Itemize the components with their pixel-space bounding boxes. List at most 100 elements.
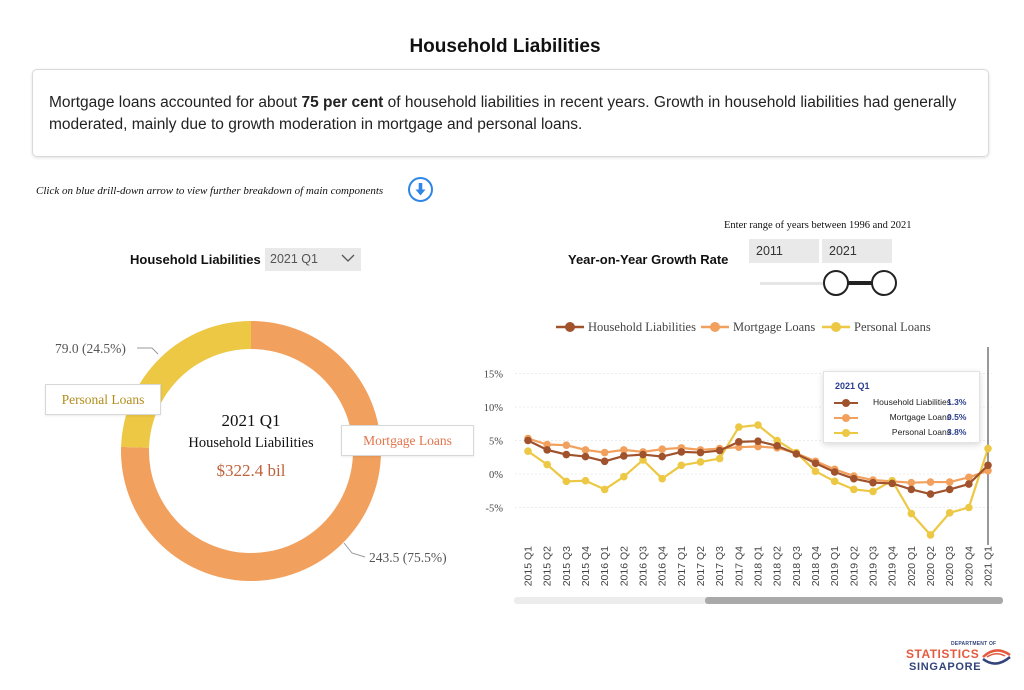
data-point-personal-loans[interactable] — [773, 436, 781, 445]
data-point-mortgage-loans[interactable] — [984, 466, 992, 475]
data-point-personal-loans[interactable] — [639, 456, 647, 464]
y-tick-label: 10% — [484, 403, 504, 414]
data-point-household-liabilities[interactable] — [696, 448, 705, 457]
data-point-mortgage-loans[interactable] — [600, 448, 609, 457]
x-tick-label: 2019 Q3 — [868, 546, 880, 586]
chart-horizontal-scrollbar[interactable] — [514, 597, 1003, 604]
data-point-household-liabilities[interactable] — [543, 446, 551, 454]
data-point-personal-loans[interactable] — [581, 476, 590, 485]
donut-slice-personal-loans[interactable] — [121, 321, 251, 448]
x-tick-label: 2017 Q1 — [676, 546, 688, 586]
x-tick-label: 2016 Q3 — [638, 546, 650, 586]
start-year-input[interactable] — [749, 239, 819, 263]
drilldown-button[interactable] — [408, 177, 433, 202]
data-point-personal-loans[interactable] — [658, 474, 666, 483]
data-point-mortgage-loans[interactable] — [965, 473, 973, 482]
data-point-household-liabilities[interactable] — [811, 459, 820, 468]
legend-marker — [701, 322, 729, 332]
data-point-mortgage-loans[interactable] — [658, 445, 666, 454]
legend-marker — [822, 322, 850, 332]
legend-household-liabilities[interactable]: Household Liabilities — [555, 318, 696, 336]
logo-small-text: DEPARTMENT OF — [951, 641, 997, 647]
tooltip-row: Mortgage Loans 0.5% — [834, 412, 976, 424]
mortgage-loans-value-label: 243.5 (75.5%) — [369, 550, 447, 565]
y-tick-label: -5% — [486, 504, 504, 515]
end-year-input[interactable] — [822, 239, 892, 263]
data-point-mortgage-loans[interactable] — [620, 446, 628, 454]
data-point-household-liabilities[interactable] — [965, 480, 973, 488]
donut-center-title: 2021 Q1 — [221, 411, 281, 430]
yoy-growth-label: Year-on-Year Growth Rate — [568, 252, 729, 267]
data-point-personal-loans[interactable] — [600, 485, 609, 494]
mortgage-loans-category-label: Mortgage Loans — [341, 425, 474, 456]
data-point-personal-loans[interactable] — [524, 447, 532, 456]
data-point-household-liabilities[interactable] — [524, 436, 532, 445]
data-point-household-liabilities[interactable] — [945, 485, 954, 494]
data-point-household-liabilities[interactable] — [658, 452, 666, 461]
data-point-personal-loans[interactable] — [620, 472, 628, 481]
slider-handle-start[interactable] — [823, 270, 849, 296]
data-point-personal-loans[interactable] — [850, 485, 858, 494]
period-dropdown[interactable]: 2021 Q1 — [265, 248, 361, 271]
data-point-household-liabilities[interactable] — [888, 479, 896, 488]
data-point-personal-loans[interactable] — [965, 503, 973, 512]
mortgage-loans-leader-line — [343, 542, 366, 558]
data-point-mortgage-loans[interactable] — [754, 442, 762, 451]
tooltip-series-name: Household Liabilities — [873, 397, 951, 407]
summary-text-2: of household liabilities in recent years… — [49, 94, 957, 133]
scrollbar-thumb[interactable] — [705, 597, 1003, 604]
x-tick-label: 2017 Q3 — [714, 546, 726, 586]
x-tick-label: 2020 Q4 — [963, 546, 975, 586]
data-point-mortgage-loans[interactable] — [543, 440, 551, 449]
tooltip-series-name: Mortgage Loans — [889, 412, 951, 422]
year-range-slider[interactable] — [756, 270, 898, 296]
summary-box: Mortgage loans accounted for about 75 pe… — [32, 69, 989, 157]
data-point-personal-loans[interactable] — [811, 467, 820, 476]
tooltip-series-name: Personal Loans — [891, 427, 951, 437]
x-tick-label: 2019 Q1 — [829, 546, 841, 586]
singstat-logo: DEPARTMENT OF STATISTICS SINGAPORE — [906, 641, 1012, 675]
data-point-mortgage-loans[interactable] — [907, 478, 916, 487]
data-point-personal-loans[interactable] — [830, 477, 839, 486]
data-point-household-liabilities[interactable] — [581, 452, 590, 461]
legend-mortgage-loans[interactable]: Mortgage Loans — [700, 318, 815, 336]
data-point-household-liabilities[interactable] — [850, 474, 858, 483]
data-point-household-liabilities[interactable] — [830, 468, 839, 476]
data-point-mortgage-loans[interactable] — [581, 446, 590, 454]
slider-handle-end[interactable] — [871, 270, 897, 296]
data-point-personal-loans[interactable] — [984, 444, 992, 453]
data-point-household-liabilities[interactable] — [735, 438, 743, 446]
data-point-household-liabilities[interactable] — [600, 457, 609, 466]
data-point-personal-loans[interactable] — [869, 487, 877, 496]
data-point-household-liabilities[interactable] — [984, 461, 992, 470]
x-tick-label: 2016 Q1 — [599, 546, 611, 586]
data-point-personal-loans[interactable] — [735, 423, 743, 431]
data-point-household-liabilities[interactable] — [715, 446, 724, 455]
data-point-household-liabilities[interactable] — [773, 442, 781, 450]
data-point-household-liabilities[interactable] — [562, 450, 571, 459]
data-point-household-liabilities[interactable] — [754, 437, 762, 445]
data-point-household-liabilities[interactable] — [639, 450, 647, 459]
data-point-personal-loans[interactable] — [945, 509, 954, 517]
data-point-household-liabilities[interactable] — [907, 485, 916, 494]
data-point-household-liabilities[interactable] — [620, 452, 628, 460]
data-point-mortgage-loans[interactable] — [945, 478, 954, 486]
data-point-household-liabilities[interactable] — [926, 490, 935, 498]
data-point-personal-loans[interactable] — [543, 460, 551, 469]
data-point-household-liabilities[interactable] — [869, 478, 877, 487]
data-point-personal-loans[interactable] — [926, 531, 935, 539]
data-point-mortgage-loans[interactable] — [926, 478, 935, 486]
x-tick-label: 2019 Q4 — [887, 546, 899, 586]
data-point-mortgage-loans[interactable] — [562, 441, 571, 449]
data-point-personal-loans[interactable] — [907, 509, 916, 518]
data-point-household-liabilities[interactable] — [792, 450, 801, 458]
legend-personal-loans[interactable]: Personal Loans — [821, 318, 931, 336]
data-point-personal-loans[interactable] — [754, 421, 762, 429]
data-point-household-liabilities[interactable] — [677, 448, 686, 456]
x-tick-label: 2018 Q3 — [791, 546, 803, 586]
data-point-mortgage-loans[interactable] — [735, 443, 743, 452]
data-point-personal-loans[interactable] — [696, 458, 705, 466]
data-point-personal-loans[interactable] — [562, 477, 571, 486]
data-point-personal-loans[interactable] — [677, 461, 686, 470]
data-point-personal-loans[interactable] — [715, 454, 724, 463]
